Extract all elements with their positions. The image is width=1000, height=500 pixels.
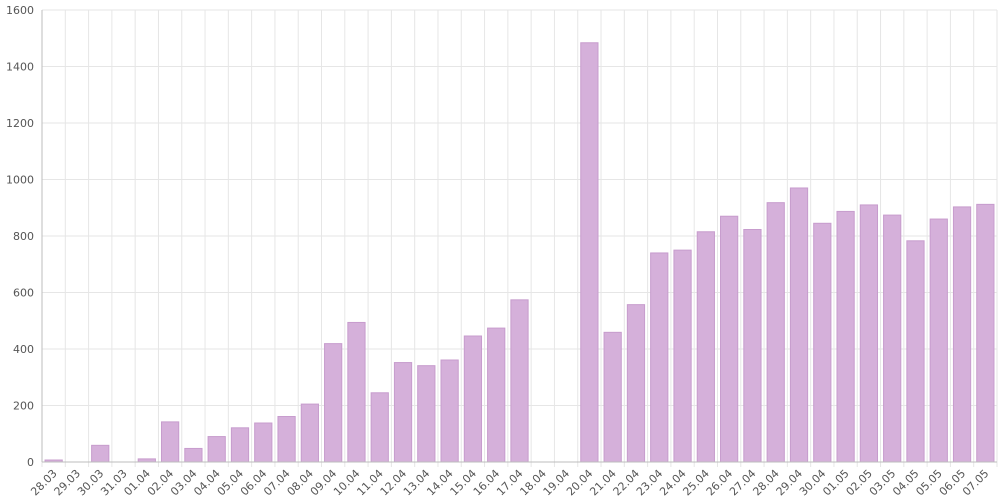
bar-03.04 — [184, 447, 203, 463]
bar-21.04 — [603, 331, 622, 463]
y-tick-label: 1200 — [6, 117, 34, 130]
bar-01.05 — [836, 210, 855, 463]
bar-15.04 — [463, 335, 483, 463]
bar-29.04 — [789, 187, 809, 463]
bar-08.04 — [300, 403, 319, 463]
grid — [41, 9, 998, 467]
bar-30.03 — [91, 444, 110, 463]
bar-28.04 — [766, 202, 785, 463]
bar-30.04 — [813, 222, 832, 463]
bar-14.04 — [440, 359, 459, 463]
y-tick-label: 1400 — [6, 61, 34, 74]
y-tick-label: 1000 — [6, 174, 34, 187]
bar-17.04 — [510, 299, 529, 463]
bar-06.05 — [952, 206, 972, 463]
bar-27.04 — [743, 229, 762, 463]
bars — [44, 42, 995, 463]
y-tick-label: 600 — [13, 287, 34, 300]
bar-11.04 — [370, 392, 389, 463]
bar-09.04 — [324, 343, 343, 463]
bar-05.04 — [230, 427, 250, 463]
bar-04.05 — [906, 240, 925, 463]
bar-13.04 — [417, 365, 436, 463]
bar-23.04 — [650, 252, 669, 463]
bar-04.04 — [207, 436, 226, 463]
bar-02.04 — [160, 421, 180, 463]
bar-24.04 — [673, 249, 692, 463]
bar-03.05 — [883, 214, 902, 463]
bar-10.04 — [347, 321, 366, 463]
bar-25.04 — [696, 231, 715, 463]
y-tick-label: 800 — [13, 230, 34, 243]
y-tick-label: 1600 — [6, 4, 34, 17]
bar-07.04 — [277, 416, 296, 463]
bar-16.04 — [487, 327, 506, 463]
bar-07.05 — [976, 203, 995, 463]
bar-26.04 — [720, 215, 739, 463]
bar-20.04 — [580, 42, 599, 463]
y-tick-label: 0 — [27, 456, 34, 469]
y-tick-label: 400 — [13, 343, 34, 356]
bar-22.04 — [626, 304, 646, 463]
y-tick-label: 200 — [13, 400, 34, 413]
bar-06.04 — [254, 422, 273, 463]
bar-12.04 — [393, 362, 413, 463]
x-tick-label: 07.05 — [960, 467, 991, 498]
bar-02.05 — [859, 204, 879, 463]
bar-05.05 — [929, 218, 948, 463]
